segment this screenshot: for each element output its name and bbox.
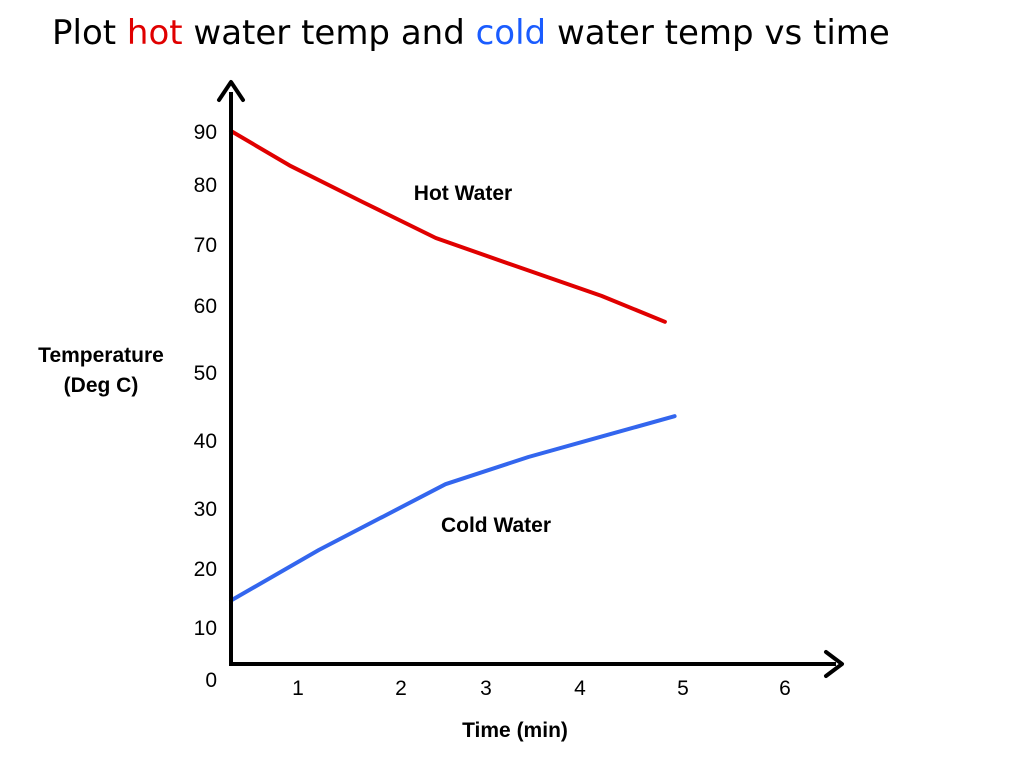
y-tick-label: 40 [194, 430, 217, 453]
title-part-3: water temp vs time [546, 13, 890, 53]
cold-water-series-label: Cold Water [441, 514, 551, 537]
y-axis-arrowhead [217, 80, 245, 102]
hot-water-series-label: Hot Water [414, 182, 512, 205]
title-part-1: Plot [52, 13, 127, 53]
y-tick-label: 30 [194, 498, 217, 521]
y-tick-label: 50 [194, 362, 217, 385]
x-tick-label: 5 [677, 677, 689, 700]
y-tick-label: 60 [194, 295, 217, 318]
y-tick-label: 90 [194, 121, 217, 144]
x-tick-label: 6 [779, 677, 791, 700]
hot-water-series-line [229, 129, 667, 324]
title-hot-word: hot [127, 13, 183, 53]
x-tick-label: 4 [574, 677, 586, 700]
plot-area [229, 129, 677, 603]
y-tick-labels: 0 10 20 30 40 50 60 70 80 90 [194, 121, 217, 692]
y-axis-label-line-1: Temperature [38, 344, 164, 367]
y-tick-label: 20 [194, 558, 217, 581]
x-axis-label: Time (min) [462, 719, 568, 742]
x-tick-label: 1 [292, 677, 304, 700]
x-axis-arrowhead [824, 650, 844, 678]
x-tick-label: 2 [395, 677, 407, 700]
x-tick-labels: 1 2 3 4 5 6 [292, 677, 791, 700]
y-axis-label-line-2: (Deg C) [64, 374, 139, 397]
cold-water-series-line [229, 414, 677, 603]
y-tick-label: 80 [194, 174, 217, 197]
x-tick-label: 3 [480, 677, 492, 700]
chart-title: Plot hot water temp and cold water temp … [52, 13, 890, 53]
y-tick-label: 0 [205, 669, 217, 692]
y-tick-label: 10 [194, 617, 217, 640]
title-cold-word: cold [476, 13, 547, 53]
y-tick-label: 70 [194, 234, 217, 257]
title-part-2: water temp and [183, 13, 476, 53]
